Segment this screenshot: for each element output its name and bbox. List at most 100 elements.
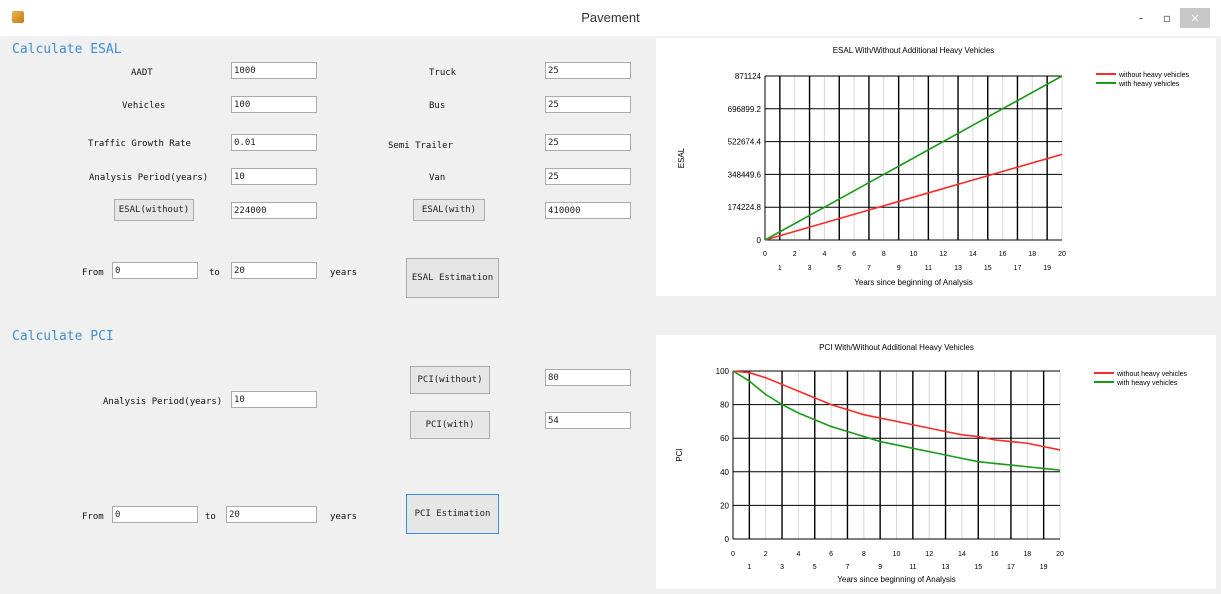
legend-label: with heavy vehicles — [1116, 380, 1178, 387]
x-tick-label: 13 — [954, 265, 962, 272]
y-tick-label: 0 — [725, 535, 730, 544]
pci-without-output[interactable]: 80 — [545, 369, 631, 386]
x-tick-label: 12 — [925, 551, 933, 558]
pci-with-button[interactable]: PCI(with) — [410, 411, 490, 439]
pci-years-label: years — [330, 512, 358, 522]
close-button[interactable]: × — [1180, 8, 1210, 28]
van-input[interactable]: 25 — [545, 168, 631, 185]
bus-input[interactable]: 25 — [545, 96, 631, 113]
legend-label: with heavy vehicles — [1118, 81, 1180, 88]
y-tick-label: 100 — [716, 367, 730, 376]
x-tick-label: 20 — [1058, 251, 1066, 258]
x-tick-label: 18 — [1028, 251, 1036, 258]
minimize-button[interactable]: - — [1138, 11, 1144, 25]
x-tick-label: 6 — [852, 251, 856, 258]
x-tick-label: 14 — [958, 551, 966, 558]
series-line-with — [732, 370, 1061, 471]
esal-with-button[interactable]: ESAL(with) — [413, 199, 485, 221]
x-tick-label: 8 — [882, 251, 886, 258]
x-tick-label: 13 — [942, 564, 950, 571]
truck-label: Truck — [429, 68, 457, 78]
esal-chart-panel: ESAL With/Without Additional Heavy Vehic… — [656, 38, 1216, 296]
series-line-with — [764, 75, 1063, 241]
x-tick-label: 10 — [893, 551, 901, 558]
y-tick-label: 20 — [720, 501, 729, 510]
pci-period-label: Analysis Period(years) — [103, 397, 223, 407]
x-tick-label: 15 — [974, 564, 982, 571]
aadt-input[interactable]: 1000 — [231, 62, 317, 79]
semi-trailer-input[interactable]: 25 — [545, 134, 631, 151]
esal-chart: ESAL With/Without Additional Heavy Vehic… — [677, 46, 1190, 287]
x-tick-label: 8 — [862, 551, 866, 558]
y-tick-label: 871124 — [735, 72, 762, 81]
esal-section-title: Calculate ESAL — [12, 42, 122, 57]
esal-without-output[interactable]: 224000 — [231, 202, 317, 219]
window-title: Pavement — [581, 10, 640, 25]
pci-from-label: From — [82, 512, 104, 522]
pci-from-input[interactable]: 0 — [112, 506, 198, 523]
esal-estimation-button[interactable]: ESAL Estimation — [406, 258, 499, 298]
esal-with-output[interactable]: 410000 — [545, 202, 631, 219]
x-tick-label: 7 — [845, 564, 849, 571]
x-tick-label: 0 — [731, 551, 735, 558]
pci-with-output[interactable]: 54 — [545, 412, 631, 429]
x-tick-label: 19 — [1043, 265, 1051, 272]
x-tick-label: 4 — [822, 251, 826, 258]
y-tick-label: 40 — [720, 468, 729, 477]
bus-label: Bus — [429, 101, 446, 111]
pci-chart: PCI With/Without Additional Heavy Vehicl… — [675, 343, 1188, 584]
y-tick-label: 174224.8 — [728, 203, 762, 212]
esal-without-button[interactable]: ESAL(without) — [114, 199, 194, 221]
title-bar: Pavement - ▫ × — [0, 0, 1221, 36]
vehicles-label: Vehicles — [122, 101, 166, 111]
series-line-without — [732, 370, 1061, 451]
x-tick-label: 0 — [763, 251, 767, 258]
y-tick-label: 348449.6 — [728, 170, 762, 179]
y-axis-label: PCI — [675, 448, 684, 461]
growth-rate-label: Traffic Growth Rate — [88, 139, 191, 149]
x-tick-label: 5 — [813, 564, 817, 571]
x-tick-label: 2 — [764, 551, 768, 558]
pci-estimation-button[interactable]: PCI Estimation — [406, 494, 499, 534]
vehicles-input[interactable]: 100 — [231, 96, 317, 113]
esal-to-input[interactable]: 20 — [231, 262, 317, 279]
pci-section-title: Calculate PCI — [12, 329, 114, 344]
x-tick-label: 7 — [867, 265, 871, 272]
pci-without-button[interactable]: PCI(without) — [410, 366, 490, 394]
x-tick-label: 1 — [778, 265, 782, 272]
semi-trailer-label: Semi Trailer — [388, 141, 454, 151]
y-tick-label: 522674.4 — [728, 138, 762, 147]
pci-to-label: to — [205, 512, 216, 522]
truck-input[interactable]: 25 — [545, 62, 631, 79]
x-tick-label: 3 — [780, 564, 784, 571]
y-tick-label: 60 — [720, 434, 729, 443]
x-tick-label: 3 — [808, 265, 812, 272]
app-icon — [12, 11, 24, 23]
x-tick-label: 14 — [969, 251, 977, 258]
x-tick-label: 20 — [1056, 551, 1064, 558]
x-tick-label: 5 — [837, 265, 841, 272]
pci-period-input[interactable]: 10 — [231, 391, 317, 408]
x-tick-label: 4 — [796, 551, 800, 558]
x-tick-label: 16 — [991, 551, 999, 558]
esal-from-input[interactable]: 0 — [112, 262, 198, 279]
esal-years-label: years — [330, 268, 358, 278]
x-tick-label: 9 — [897, 265, 901, 272]
chart-title: ESAL With/Without Additional Heavy Vehic… — [833, 46, 995, 55]
x-tick-label: 16 — [999, 251, 1007, 258]
esal-period-label: Analysis Period(years) — [89, 173, 209, 183]
esal-period-input[interactable]: 10 — [231, 168, 317, 185]
x-tick-label: 6 — [829, 551, 833, 558]
growth-rate-input[interactable]: 0.01 — [231, 134, 317, 151]
legend-label: without heavy vehicles — [1116, 371, 1188, 378]
pci-to-input[interactable]: 20 — [226, 506, 317, 523]
van-label: Van — [429, 173, 446, 183]
esal-from-label: From — [82, 268, 104, 278]
maximize-button[interactable]: ▫ — [1162, 11, 1172, 25]
y-tick-label: 80 — [720, 401, 729, 410]
x-tick-label: 19 — [1040, 564, 1048, 571]
y-tick-label: 0 — [757, 236, 762, 245]
chart-title: PCI With/Without Additional Heavy Vehicl… — [819, 343, 974, 352]
aadt-label: AADT — [131, 68, 153, 78]
x-tick-label: 11 — [909, 564, 916, 571]
